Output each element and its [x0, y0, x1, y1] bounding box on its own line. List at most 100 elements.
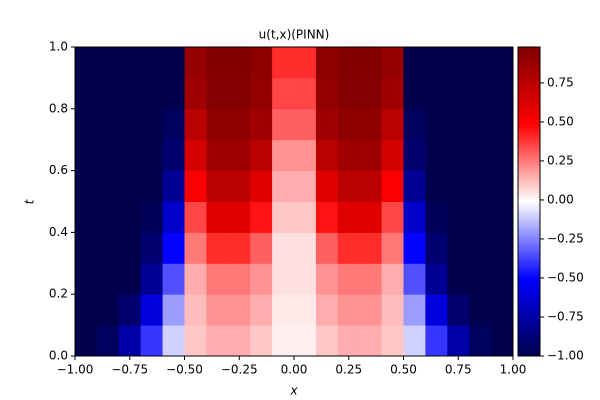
heatmap-cell	[491, 77, 514, 110]
heatmap-cell	[294, 201, 317, 233]
heatmap-cell	[250, 108, 273, 141]
heatmap-cell	[403, 325, 426, 357]
heatmap-cell	[140, 325, 164, 357]
heatmap-cell	[447, 232, 470, 264]
y-tick-label: 1.0	[49, 40, 68, 54]
heatmap-cell	[337, 108, 361, 141]
heatmap-cell	[206, 263, 229, 295]
heatmap-cell	[206, 325, 229, 357]
heatmap-cell	[447, 139, 470, 172]
heatmap-cell	[315, 325, 339, 357]
heatmap-cell	[250, 139, 273, 172]
heatmap-cell	[75, 170, 98, 202]
heatmap-cell	[469, 108, 492, 141]
heatmap-cell	[228, 108, 251, 141]
heatmap-cell	[96, 263, 120, 295]
heatmap-cell	[403, 201, 426, 233]
x-tick-label: −0.25	[221, 363, 258, 377]
heatmap-cell	[469, 325, 492, 357]
heatmap-cell	[359, 201, 383, 233]
y-tick-label: 0.4	[49, 225, 68, 239]
heatmap-cell	[140, 139, 164, 172]
heatmap-cell	[381, 47, 404, 79]
heatmap-cell	[184, 47, 207, 79]
colorbar-tick-label: −0.75	[547, 309, 584, 323]
heatmap-cell	[469, 139, 492, 172]
heatmap-cell	[403, 77, 426, 110]
heatmap-cell	[359, 232, 383, 264]
heatmap-cell	[337, 47, 361, 79]
y-tick-label: 0.6	[49, 163, 68, 177]
heatmap-cell	[250, 232, 273, 264]
heatmap-cell	[491, 294, 514, 326]
heatmap-cell	[272, 170, 295, 202]
heatmap-cell	[250, 77, 273, 110]
heatmap-cell	[447, 201, 470, 233]
heatmap-cell	[294, 139, 317, 172]
heatmap-cell	[381, 263, 404, 295]
heatmap-cell	[337, 201, 361, 233]
heatmap-cell	[162, 263, 185, 295]
heatmap-cell	[447, 77, 470, 110]
heatmap-cell	[228, 170, 251, 202]
heatmap-cell	[425, 139, 448, 172]
heatmap-cell	[381, 201, 404, 233]
heatmap-cell	[206, 294, 229, 326]
heatmap-cell	[118, 263, 142, 295]
heatmap-cell	[491, 325, 514, 357]
heatmap-cell	[294, 325, 317, 357]
heatmap-cell	[162, 47, 185, 79]
heatmap-cell	[228, 47, 251, 79]
heatmap-cell	[403, 108, 426, 141]
heatmap-cell	[162, 294, 185, 326]
heatmap-cell	[359, 170, 383, 202]
heatmap-cell	[118, 139, 142, 172]
heatmap-cell	[75, 108, 98, 141]
heatmap-cell	[425, 108, 448, 141]
heatmap-cell	[140, 201, 164, 233]
heatmap-cell	[96, 108, 120, 141]
heatmap-cell	[491, 108, 514, 141]
heatmap-cell	[228, 325, 251, 357]
heatmap-cell	[272, 108, 295, 141]
heatmap-cell	[337, 325, 361, 357]
heatmap-cell	[403, 47, 426, 79]
heatmap-cell	[294, 294, 317, 326]
heatmap-cell	[250, 47, 273, 79]
heatmap-cell	[272, 139, 295, 172]
heatmap-cell	[294, 47, 317, 79]
heatmap-cell	[228, 201, 251, 233]
heatmap-cell	[75, 77, 98, 110]
heatmap-cell	[118, 47, 142, 79]
x-tick-label: −0.50	[166, 363, 203, 377]
heatmap-cell	[381, 232, 404, 264]
x-tick-label: −1.00	[57, 363, 94, 377]
heatmap-cell	[228, 77, 251, 110]
heatmap-cell	[491, 232, 514, 264]
heatmap-cell	[250, 294, 273, 326]
heatmap-cell	[140, 294, 164, 326]
heatmap-cell	[337, 294, 361, 326]
heatmap-cell	[96, 232, 120, 264]
heatmap-cell	[315, 108, 339, 141]
heatmap-cell	[206, 47, 229, 79]
heatmap-cell	[469, 201, 492, 233]
heatmap-cell	[315, 294, 339, 326]
heatmap-cell	[162, 232, 185, 264]
heatmap-cell	[337, 77, 361, 110]
heatmap-cell	[272, 232, 295, 264]
heatmap-cell	[75, 47, 98, 79]
heatmap-cell	[96, 201, 120, 233]
heatmap-cell	[469, 263, 492, 295]
heatmap-cell	[359, 139, 383, 172]
heatmap-cell	[469, 47, 492, 79]
heatmap-cell	[294, 108, 317, 141]
y-tick-label: 0.0	[49, 349, 68, 363]
heatmap-cell	[184, 232, 207, 264]
heatmap-cell	[447, 47, 470, 79]
heatmap-cell	[118, 201, 142, 233]
heatmap-cell	[447, 325, 470, 357]
heatmap-cell	[403, 263, 426, 295]
heatmap-cell	[447, 294, 470, 326]
heatmap-cell	[403, 294, 426, 326]
